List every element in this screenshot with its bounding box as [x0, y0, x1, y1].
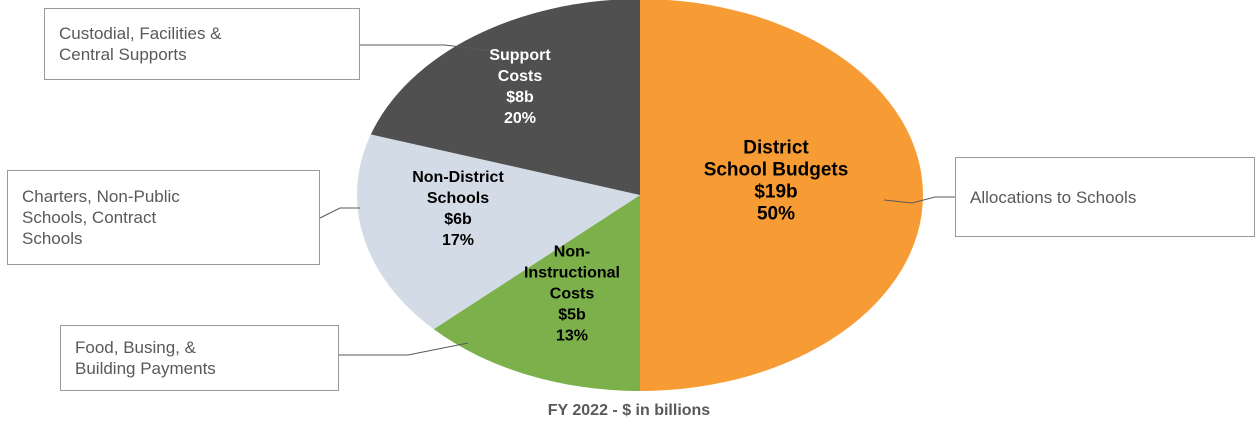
callout-non-instructional-costs-text: Food, Busing, & Building Payments	[75, 338, 216, 378]
leader-line-1	[339, 342, 469, 356]
slice-label-0-line-2: $19b	[754, 182, 797, 203]
slice-label-2-line-1: Schools	[427, 190, 489, 207]
callout-non-district-schools-text: Charters, Non-Public Schools, Contract S…	[22, 187, 180, 248]
slice-label-3-line-0: Support	[489, 47, 551, 64]
callout-support-costs: Custodial, Facilities & Central Supports	[44, 8, 360, 80]
slice-label-1-line-4: 13%	[556, 328, 588, 345]
slice-label-1: Non- Instructional Costs $5b 13%	[524, 244, 620, 345]
slice-label-2-line-0: Non-District	[412, 169, 504, 186]
chart-subtitle: FY 2022 - $ in billions	[547, 402, 711, 419]
leader-line-3	[360, 44, 526, 56]
callout-non-instructional-costs: Food, Busing, & Building Payments	[60, 325, 339, 391]
slice-label-3: Support Costs $8b 20%	[489, 47, 551, 127]
callout-support-costs-text: Custodial, Facilities & Central Supports	[59, 24, 222, 64]
pie-slice-0	[640, 0, 923, 391]
leader-line-0	[883, 196, 955, 204]
slice-label-1-line-0: Non-	[554, 244, 590, 261]
pie-slice-1	[433, 195, 640, 391]
callout-non-district-schools: Charters, Non-Public Schools, Contract S…	[7, 170, 320, 265]
slice-label-1-line-2: Costs	[550, 286, 595, 303]
pie-slice-3	[370, 0, 640, 195]
pie-slices	[357, 0, 923, 391]
slice-label-2-line-2: $6b	[444, 211, 472, 228]
slice-label-3-line-1: Costs	[498, 68, 543, 85]
slice-label-2-line-3: 17%	[442, 232, 474, 249]
leader-line-2	[319, 207, 360, 219]
slice-label-3-line-2: $8b	[506, 89, 534, 106]
slice-label-3-line-3: 20%	[504, 110, 536, 127]
slice-labels: District School Budgets $19b 50% Non- Instruc…	[412, 47, 848, 345]
callout-leader-lines	[319, 44, 955, 356]
slice-label-1-line-3: $5b	[558, 307, 586, 324]
slice-label-0: District School Budgets $19b 50%	[704, 138, 849, 225]
slice-label-0-line-0: District	[743, 138, 809, 159]
pie-slice-2	[357, 134, 640, 330]
slice-label-1-line-1: Instructional	[524, 265, 620, 282]
slice-label-0-line-1: School Budgets	[704, 160, 849, 181]
callout-district-school-budgets-text: Allocations to Schools	[970, 187, 1137, 207]
slice-label-0-line-3: 50%	[757, 204, 795, 225]
slice-label-2: Non-District Schools $6b 17%	[412, 169, 504, 249]
callout-district-school-budgets: Allocations to Schools	[955, 157, 1255, 237]
